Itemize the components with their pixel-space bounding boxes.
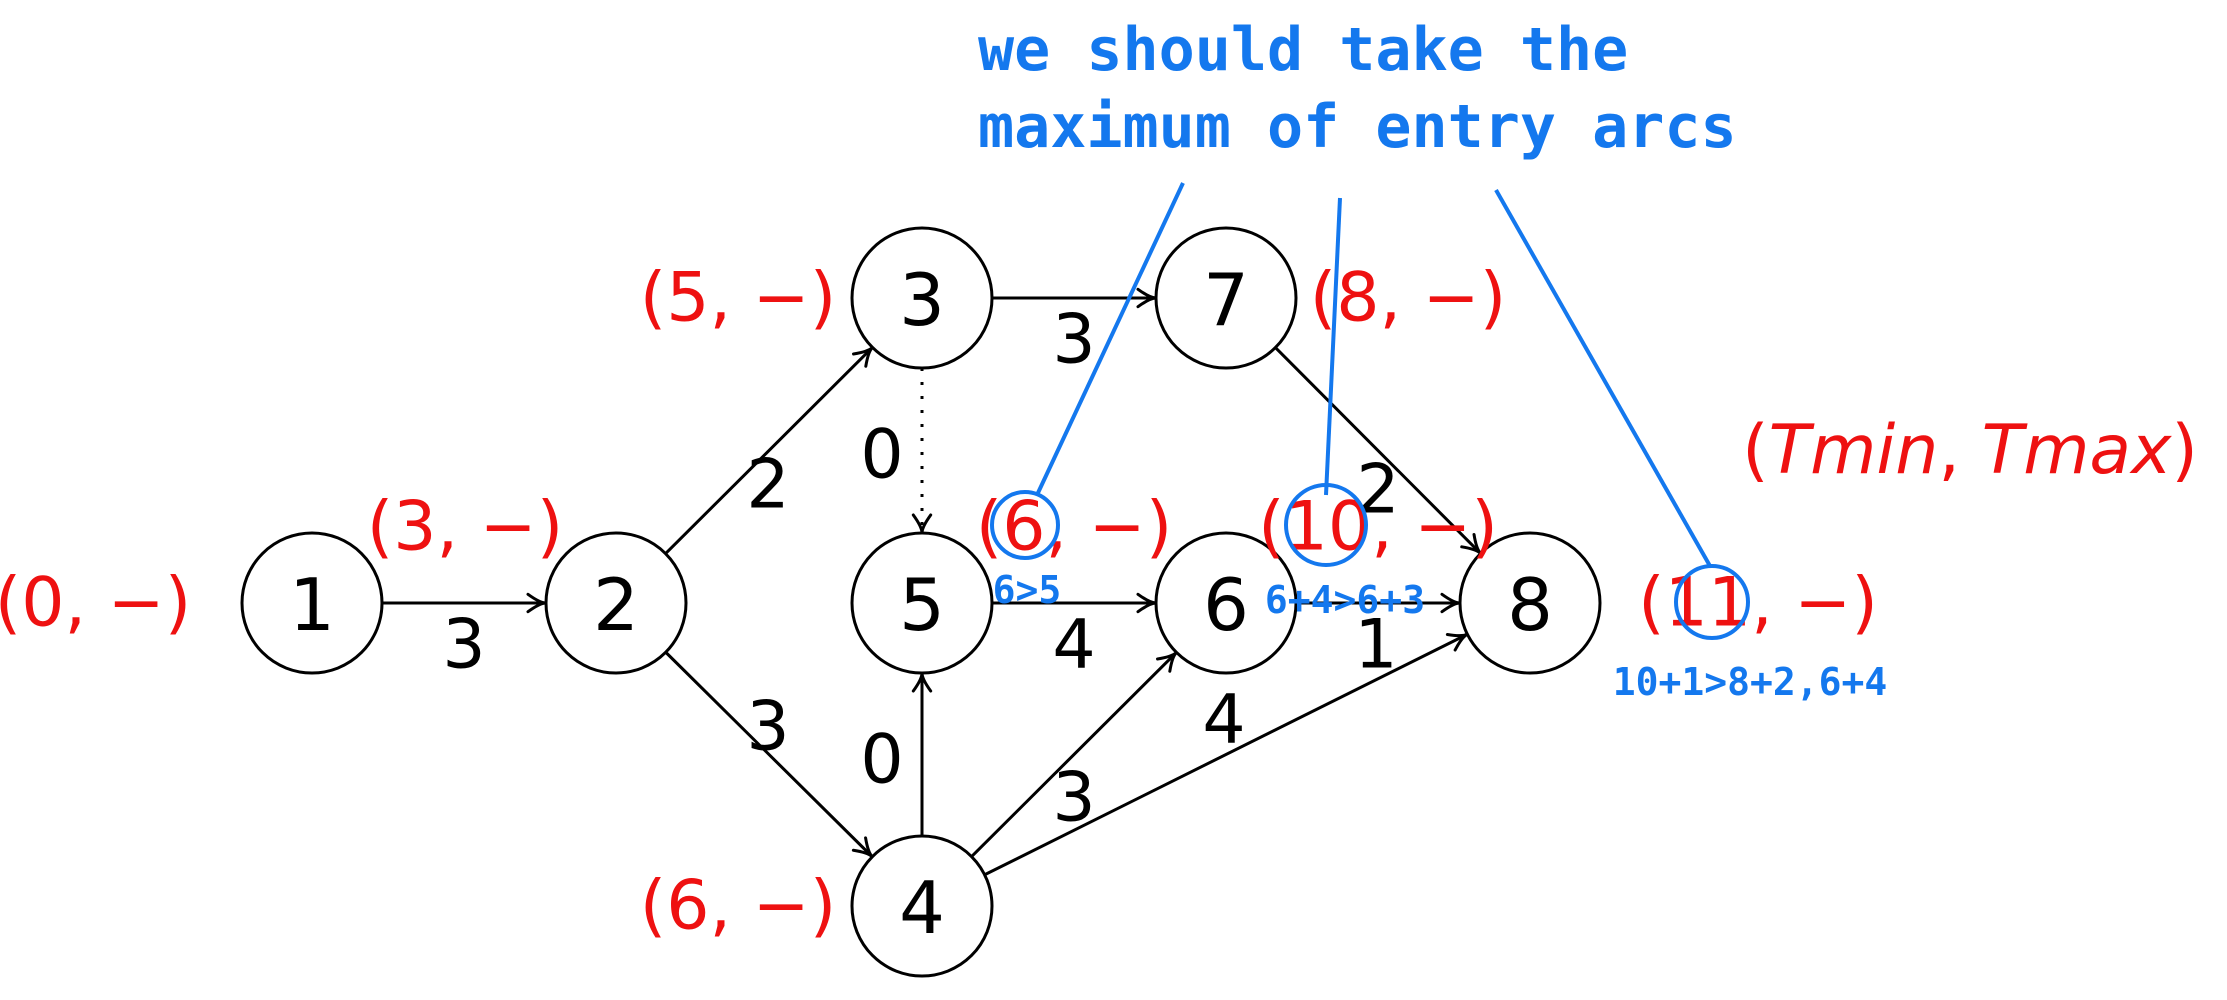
- node-2: 2: [546, 533, 686, 673]
- node-label-6: 6: [1203, 563, 1249, 647]
- node-pair-1: (0, −): [0, 564, 191, 643]
- node-label-8: 8: [1507, 563, 1553, 647]
- node-pair-2: (3, −): [367, 488, 564, 567]
- annotation-note-node5: 6>5: [993, 568, 1062, 612]
- node-1: 1: [242, 533, 382, 673]
- edge-3-5: [913, 368, 930, 533]
- edge-weight-1-2: 3: [442, 606, 485, 685]
- legend-separator: ,: [1938, 411, 1981, 490]
- node-label-4: 4: [899, 866, 945, 950]
- node-label-2: 2: [593, 563, 639, 647]
- annotation-line-2: maximum of entry arcs: [978, 92, 1737, 162]
- edge-weight-3-5: 0: [860, 416, 903, 495]
- edge-weight-2-4: 3: [746, 688, 789, 767]
- edge-weight-5-6: 4: [1052, 606, 1095, 685]
- annotation-pointer-node8: [1496, 190, 1710, 566]
- node-5: 5: [852, 533, 992, 673]
- edge-weight-4-5: 0: [860, 721, 903, 800]
- node-label-1: 1: [289, 563, 335, 647]
- node-3: 3: [852, 228, 992, 368]
- legend-close-paren: ): [2171, 411, 2198, 490]
- legend-open-paren: (: [1742, 411, 1769, 490]
- edge-weight-3-7: 3: [1052, 301, 1095, 380]
- edge-weight-2-3: 2: [746, 446, 789, 525]
- edge-weight-4-6: 3: [1052, 759, 1095, 838]
- node-label-3: 3: [899, 258, 945, 342]
- node-label-7: 7: [1203, 258, 1249, 342]
- node-4: 4: [852, 836, 992, 976]
- legend-tmin: Tmin: [1769, 411, 1939, 490]
- edge-4-5: [913, 673, 930, 836]
- legend-tmax: Tmax: [1982, 411, 2172, 490]
- legend-tmin-tmax: (Tmin, Tmax): [1742, 411, 2198, 490]
- node-pair-4: (6, −): [640, 867, 837, 946]
- annotation-pointer-node6: [1326, 198, 1340, 495]
- node-7: 7: [1156, 228, 1296, 368]
- annotation-note-node8: 10+1>8+2,6+4: [1613, 660, 1888, 704]
- annotation-note-node6: 6+4>6+3: [1265, 578, 1425, 622]
- node-label-5: 5: [899, 563, 945, 647]
- annotation-line-1: we should take the: [978, 15, 1628, 85]
- node-pair-7: (8, −): [1310, 259, 1507, 338]
- node-pair-3: (5, −): [640, 259, 837, 338]
- edge-weight-4-8: 4: [1202, 681, 1245, 760]
